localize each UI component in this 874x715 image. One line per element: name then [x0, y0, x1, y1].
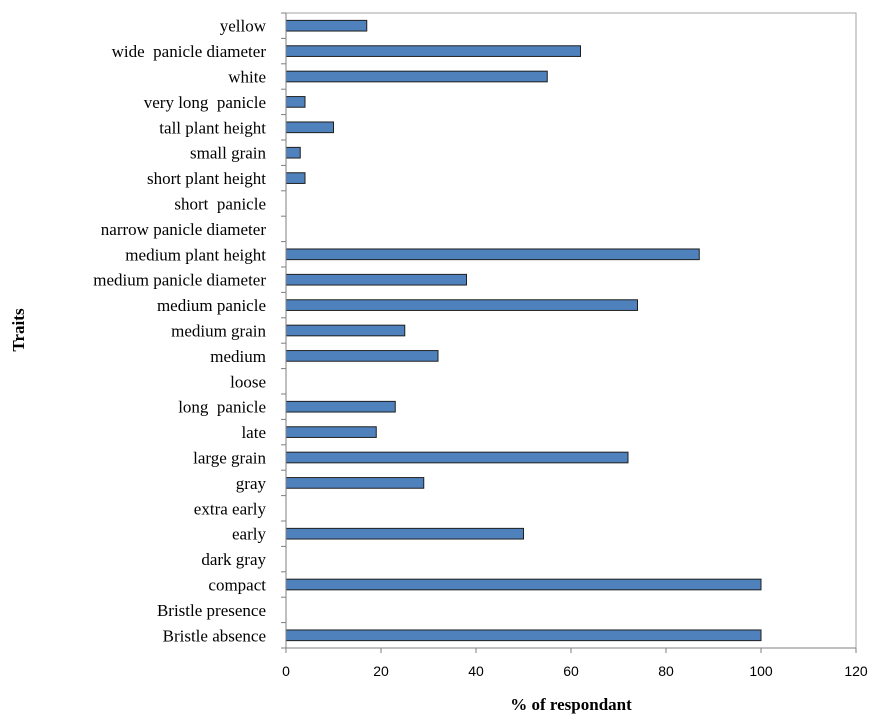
- category-label: wide panicle diameter: [112, 42, 267, 61]
- category-label: Bristle absence: [163, 626, 266, 645]
- x-tick-labels-group: 0 20 40 60 80 100 120: [282, 663, 868, 679]
- bar: [285, 121, 334, 134]
- category-label: narrow panicle diameter: [101, 220, 267, 239]
- x-axis-title: % of respondant: [510, 695, 632, 714]
- bar: [285, 299, 638, 311]
- bar: [285, 629, 762, 642]
- x-tick-label: 40: [468, 663, 484, 679]
- category-label: very long panicle: [144, 93, 266, 112]
- bar: [285, 19, 368, 32]
- category-label: short panicle: [174, 195, 266, 214]
- category-label: yellow: [220, 17, 267, 36]
- category-label: medium plant height: [125, 245, 266, 264]
- y-ticks-group: [281, 12, 286, 649]
- x-tick-label: 20: [373, 663, 389, 679]
- category-label: medium grain: [171, 322, 266, 341]
- category-label: medium panicle: [157, 296, 266, 315]
- category-label: extra early: [194, 499, 267, 518]
- bar: [285, 451, 629, 464]
- bar: [285, 426, 377, 438]
- category-labels-group: Bristle absence Bristle presence compact da…: [93, 17, 266, 646]
- bar: [285, 70, 548, 83]
- category-label: small grain: [190, 144, 267, 163]
- x-ticks-group: [285, 648, 857, 653]
- category-label: loose: [230, 372, 266, 391]
- category-label: gray: [236, 474, 267, 493]
- bar: [285, 45, 581, 57]
- category-label: white: [228, 68, 266, 87]
- bar: [285, 172, 306, 184]
- y-axis-title: Traits: [9, 308, 28, 352]
- bar: [285, 477, 425, 489]
- bar: [285, 324, 406, 337]
- category-label: Bristle presence: [157, 601, 266, 620]
- bar: [285, 350, 439, 362]
- category-label: medium: [210, 347, 266, 366]
- bar: [285, 248, 700, 261]
- x-tick-label: 0: [282, 663, 290, 679]
- x-tick-label: 120: [844, 663, 868, 679]
- category-label: compact: [208, 576, 266, 595]
- category-label: tall plant height: [159, 118, 266, 137]
- bars-group: [285, 19, 762, 642]
- bar: [285, 578, 762, 591]
- category-label: early: [232, 525, 266, 544]
- x-tick-label: 60: [563, 663, 579, 679]
- category-label: medium panicle diameter: [93, 271, 266, 290]
- bar: [285, 527, 524, 540]
- category-label: short plant height: [147, 169, 266, 188]
- bar: [285, 273, 467, 286]
- bar: [285, 146, 301, 159]
- x-tick-label: 80: [658, 663, 674, 679]
- x-tick-label: 100: [749, 663, 773, 679]
- bar: [285, 96, 306, 108]
- category-label: dark gray: [201, 550, 266, 569]
- category-label: late: [241, 423, 266, 442]
- bar: [285, 400, 396, 413]
- category-label: long panicle: [178, 398, 266, 417]
- category-label: large grain: [193, 449, 266, 468]
